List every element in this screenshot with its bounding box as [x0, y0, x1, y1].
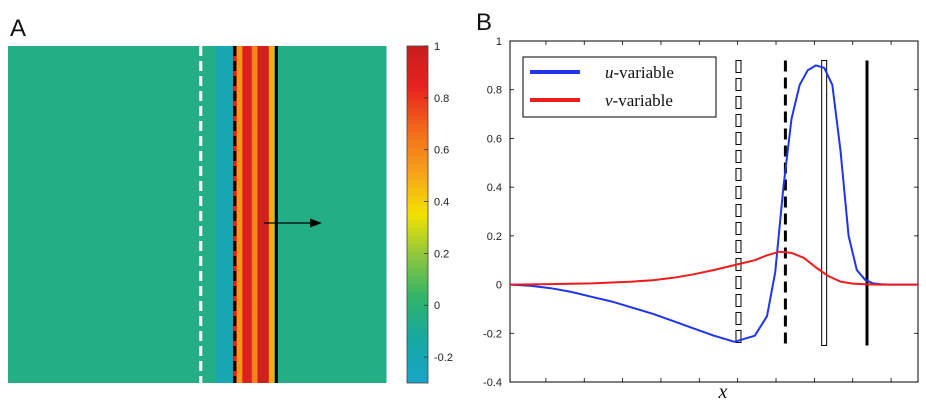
direction-arrow [264, 218, 322, 228]
x-axis-label: x [718, 381, 728, 400]
panel-b-label: B [476, 9, 492, 36]
colorbar: -0.2 0 0.2 0.4 0.6 0.8 1 [406, 41, 453, 384]
heatmap-band-4 [242, 46, 253, 383]
colorbar-tick-label-6: 1 [434, 41, 440, 53]
colorbar-tick-label-2: 0.2 [434, 248, 449, 260]
colorbar-tick-label-1: 0 [434, 300, 440, 312]
y-tick-label-2: 0 [496, 280, 502, 292]
legend-box [522, 56, 717, 118]
heatmap [8, 46, 387, 383]
y-tick-label-6: 0.8 [487, 85, 502, 97]
vline-dash-3 [735, 113, 742, 127]
legend-label-u: u-variable [605, 63, 674, 82]
panel-a-label: A [10, 15, 26, 42]
colorbar-tick-label-4: 0.6 [434, 145, 449, 157]
heatmap-band-0 [8, 46, 217, 383]
y-tick-label-5: 0.6 [487, 133, 502, 145]
vline-dash-14 [735, 311, 742, 325]
y-tick-label-7: 1 [496, 36, 502, 48]
legend-label-v: v-variable [605, 91, 673, 110]
colorbar-tick-label-3: 0.4 [434, 197, 449, 209]
colorbar-tick-label-0: -0.2 [434, 352, 453, 364]
vline-dash-2 [735, 95, 742, 109]
heatmap-markers [199, 46, 278, 383]
vline-dash-0 [735, 59, 742, 73]
vline-outlined-solid-2 [821, 59, 828, 346]
vline-dash-12 [735, 275, 742, 289]
heatmap-band-3 [236, 46, 243, 383]
legend: u-variable v-variable [522, 56, 717, 118]
colorbar-gradient [406, 45, 429, 384]
vline-dash-1 [735, 77, 742, 91]
y-tick-label-4: 0.4 [487, 182, 502, 194]
heatmap-band-9 [280, 46, 387, 383]
vline-dash-13 [735, 293, 742, 307]
legend-suffix-u: -variable [614, 63, 674, 82]
series-line-u [509, 64, 918, 343]
y-tick-label-0: -0.4 [483, 377, 502, 389]
vline-dash-5 [735, 149, 742, 163]
vline-dash-7 [735, 185, 742, 199]
heatmap-band-5 [251, 46, 258, 383]
series-line-v [509, 250, 918, 286]
vline-dash-6 [735, 167, 742, 181]
colorbar-tick-label-5: 0.8 [434, 93, 449, 105]
y-tick-label-1: -0.2 [483, 328, 502, 340]
heatmap-band-7 [268, 46, 275, 383]
vline-dash-4 [735, 131, 742, 145]
vline-dash-9 [735, 221, 742, 235]
heatmap-band-6 [257, 46, 270, 383]
legend-var-v: v [605, 91, 613, 110]
legend-suffix-v: -variable [613, 91, 673, 110]
y-tick-label-3: 0.2 [487, 231, 502, 243]
vline-dash-8 [735, 203, 742, 217]
vline-dash-10 [735, 239, 742, 253]
heatmap-band-1 [215, 46, 234, 383]
vline-dash-15 [735, 329, 742, 343]
legend-var-u: u [605, 63, 614, 82]
